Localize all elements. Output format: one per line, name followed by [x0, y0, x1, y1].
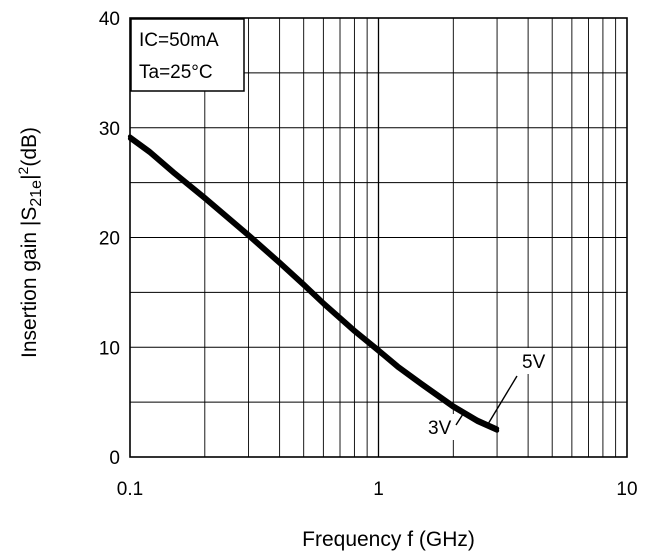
conditions-frame: [130, 18, 245, 92]
y-axis-title-subscript: 21e: [28, 180, 45, 207]
series-label-5v-background: [518, 348, 548, 374]
series-leader-3v: [455, 412, 465, 426]
y-tick-label: 30: [99, 119, 120, 140]
condition-current: IC=50mA: [139, 30, 219, 51]
series-layer: [127, 134, 500, 433]
x-tick-label: 1: [373, 479, 384, 500]
series-label-5v: 5V: [522, 352, 546, 373]
y-axis-title-suffix: (dB): [18, 127, 41, 167]
grid-layer: [130, 18, 627, 457]
y-tick-label: 0: [109, 448, 120, 469]
conditions-box: IC=50mA Ta=25°C: [130, 18, 245, 92]
plot-frame: [129, 17, 628, 458]
y-axis-title-middle: |: [18, 174, 41, 179]
x-tick-label: 10: [616, 479, 637, 500]
y-axis-title: Insertion gain |S21e|2(dB): [15, 127, 45, 358]
y-tick-label: 40: [99, 9, 120, 30]
series-label-3v: 3V: [428, 418, 452, 439]
x-axis-title: Frequency f (GHz): [302, 528, 475, 551]
y-axis-title-prefix: Insertion gain |S: [18, 207, 41, 358]
x-tick-label: 0.1: [117, 479, 143, 500]
y-tick-label: 20: [99, 229, 120, 250]
series-leader-5v: [487, 375, 518, 425]
series-labels: 5V 3V: [425, 348, 548, 440]
y-axis-title-superscript: 2: [15, 166, 31, 174]
condition-temperature: Ta=25°C: [139, 62, 213, 83]
y-tick-label: 10: [99, 338, 120, 359]
series-label-3v-background: [425, 414, 455, 440]
tick-layer: 0.1 1 10 0 10 20 30 40: [99, 9, 638, 500]
series-line-3v: [127, 136, 500, 433]
